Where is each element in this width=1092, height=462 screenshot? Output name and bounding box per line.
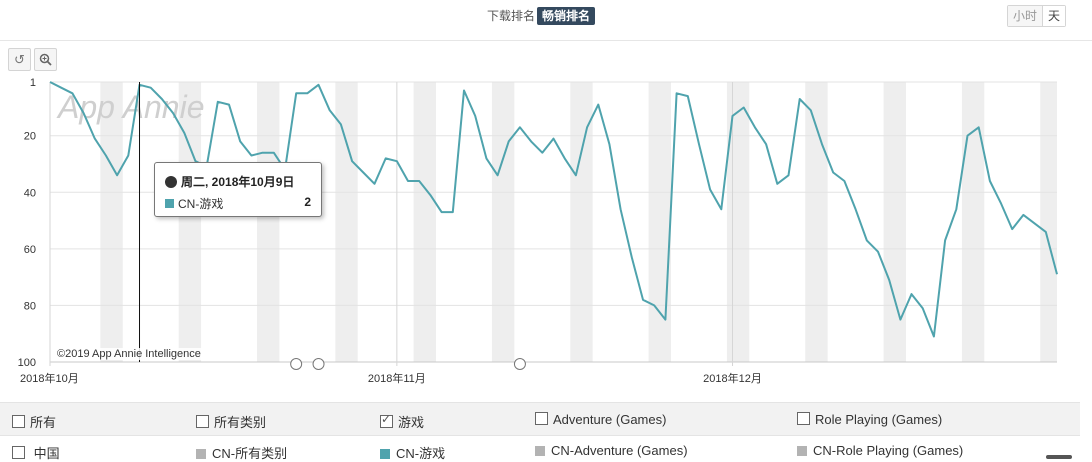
- zoom-button[interactable]: [34, 48, 57, 71]
- undo-icon: ↺: [14, 52, 25, 67]
- weekend-band: [100, 82, 123, 362]
- tab-downloads-rank[interactable]: 下载排名: [487, 9, 536, 23]
- granularity-day-button[interactable]: 天: [1041, 6, 1065, 26]
- tab-grossing-rank[interactable]: 畅销排名: [537, 7, 596, 25]
- weekend-band: [570, 82, 593, 362]
- series-swatch: [380, 449, 390, 459]
- globe-icon: [165, 176, 177, 188]
- checkbox-checked[interactable]: [380, 412, 393, 428]
- series-line-cn-games: [49, 81, 1058, 338]
- series-filter-table: 所有 所有类别 游戏 Adventure (Games) Role Playin…: [0, 402, 1080, 462]
- copyright-text: ©2019 App Annie Intelligence: [55, 348, 203, 360]
- y-tick-label: 60: [24, 244, 36, 256]
- filter-adventure[interactable]: Adventure (Games): [535, 412, 666, 427]
- weekend-band: [961, 82, 985, 362]
- weekend-band: [491, 82, 515, 362]
- y-tick-label: 100: [18, 357, 36, 369]
- grid-lines: [50, 81, 1057, 363]
- reset-zoom-button[interactable]: ↺: [8, 48, 31, 71]
- event-marker-icon[interactable]: [290, 358, 303, 370]
- weekend-bands: [100, 82, 1057, 362]
- resize-handle[interactable]: [1046, 455, 1072, 459]
- checkbox[interactable]: [12, 415, 25, 428]
- weekend-band: [178, 82, 202, 362]
- series-swatch: [165, 199, 174, 208]
- series-cn-adventure[interactable]: CN-Adventure (Games): [535, 443, 688, 458]
- weekend-band: [1040, 82, 1057, 362]
- zoom-icon: [39, 53, 52, 66]
- granularity-toggle: 小时 天: [1006, 5, 1066, 27]
- weekend-band: [726, 82, 750, 362]
- event-marker-icon[interactable]: [312, 358, 325, 370]
- y-tick-label: 80: [24, 300, 36, 312]
- x-tick-label: 2018年12月: [703, 371, 762, 385]
- weekend-band: [413, 82, 437, 362]
- country-series-row: 中国 CN-所有类别 CN-游戏 CN-Adventure (Games) CN…: [0, 436, 1080, 462]
- series-cn-role-playing[interactable]: CN-Role Playing (Games): [797, 443, 963, 458]
- y-tick-label: 1: [30, 77, 36, 89]
- series-swatch: [797, 446, 807, 456]
- x-tick-label: 2018年10月: [20, 371, 79, 385]
- category-filter-row: 所有 所有类别 游戏 Adventure (Games) Role Playin…: [0, 402, 1080, 436]
- chart-header: 下载排名 畅销排名 小时 天: [0, 0, 1092, 41]
- checkbox[interactable]: [12, 446, 25, 459]
- x-tick-label: 2018年11月: [368, 371, 426, 385]
- tooltip-series-name: CN-游戏: [178, 197, 224, 211]
- y-tick-label: 40: [24, 187, 36, 199]
- y-axis: 1 20 40 60 80 100: [18, 77, 36, 369]
- event-marker-icon[interactable]: [513, 358, 526, 370]
- series-swatch: [196, 449, 206, 459]
- chart-tooltip: 周二, 2018年10月9日 CN-游戏 2: [154, 162, 322, 217]
- filter-all[interactable]: 所有: [12, 412, 56, 431]
- checkbox[interactable]: [797, 412, 810, 425]
- filter-china[interactable]: 中国: [12, 443, 60, 462]
- filter-role-playing[interactable]: Role Playing (Games): [797, 412, 942, 427]
- weekend-band: [256, 82, 280, 362]
- weekend-band: [335, 82, 358, 362]
- series-cn-all-categories[interactable]: CN-所有类别: [196, 443, 287, 462]
- filter-all-categories[interactable]: 所有类别: [196, 412, 266, 431]
- checkbox[interactable]: [535, 412, 548, 425]
- series-swatch: [535, 446, 545, 456]
- weekend-band: [883, 82, 906, 362]
- filter-games[interactable]: 游戏: [380, 412, 424, 431]
- event-markers: [290, 358, 526, 370]
- tooltip-date: 周二, 2018年10月9日: [181, 175, 295, 189]
- watermark: App Annie: [56, 89, 204, 125]
- y-tick-label: 20: [24, 131, 36, 143]
- checkbox[interactable]: [196, 415, 209, 428]
- weekend-band: [805, 82, 828, 362]
- granularity-hour-button[interactable]: 小时: [1007, 6, 1042, 26]
- tooltip-value: 2: [304, 195, 311, 209]
- weekend-band: [648, 82, 671, 362]
- series-cn-games[interactable]: CN-游戏: [380, 443, 445, 462]
- x-axis: 2018年10月 2018年11月 2018年12月: [20, 82, 762, 385]
